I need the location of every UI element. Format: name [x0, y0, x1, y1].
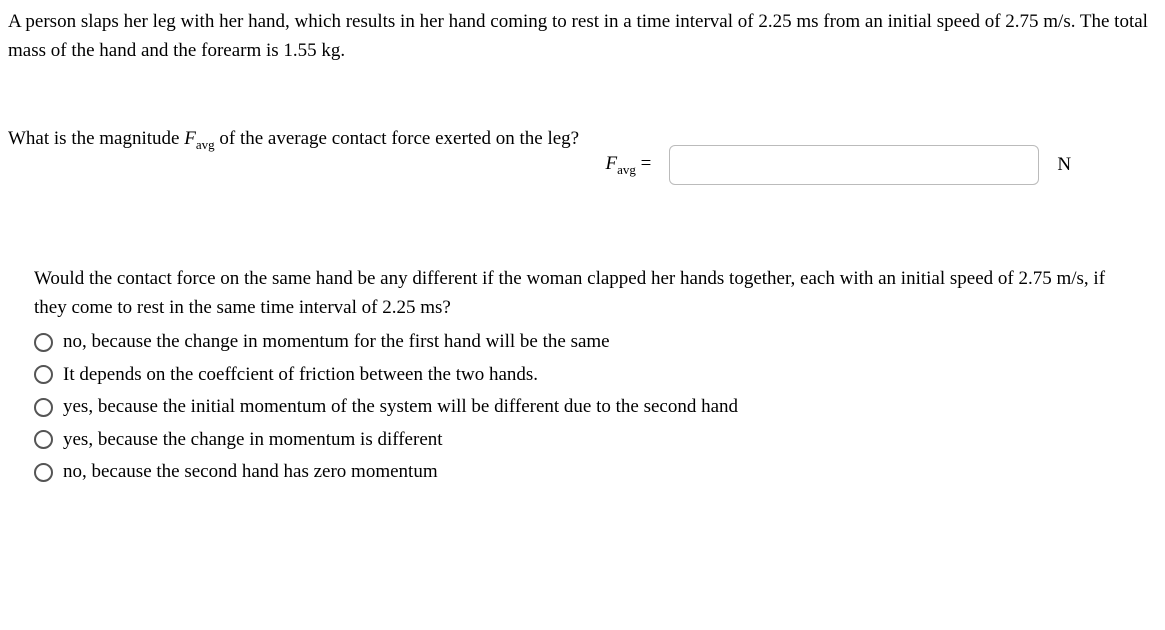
mc-block: Would the contact force on the same hand… [8, 265, 1157, 487]
mc-question: Would the contact force on the same hand… [34, 265, 1117, 322]
radio-icon [34, 398, 53, 417]
problem-statement: A person slaps her leg with her hand, wh… [8, 8, 1157, 65]
answer-area: Favg = N [605, 145, 1157, 185]
favg-input[interactable] [669, 145, 1039, 185]
mc-option-label: no, because the change in momentum for t… [63, 328, 610, 357]
radio-icon [34, 365, 53, 384]
mc-option-0[interactable]: no, because the change in momentum for t… [34, 328, 1117, 357]
favg-label: Favg = [605, 150, 651, 179]
mc-option-1[interactable]: It depends on the coeffcient of friction… [34, 361, 1117, 390]
radio-icon [34, 463, 53, 482]
mc-option-4[interactable]: no, because the second hand has zero mom… [34, 458, 1117, 487]
q1-var: Favg [184, 128, 214, 149]
question-1-block: What is the magnitude Favg of the averag… [8, 125, 1157, 185]
mc-option-label: yes, because the change in momentum is d… [63, 426, 443, 455]
favg-equals: = [636, 153, 651, 174]
mc-option-3[interactable]: yes, because the change in momentum is d… [34, 426, 1117, 455]
q1-var-main: F [184, 128, 196, 149]
question-1-text: What is the magnitude Favg of the averag… [8, 125, 583, 154]
mc-option-label: no, because the second hand has zero mom… [63, 458, 438, 487]
radio-icon [34, 333, 53, 352]
mc-option-label: yes, because the initial momentum of the… [63, 393, 738, 422]
q1-prefix: What is the magnitude [8, 128, 184, 149]
unit-label: N [1057, 151, 1071, 180]
favg-sub: avg [617, 162, 636, 177]
favg-main: F [605, 153, 617, 174]
mc-option-2[interactable]: yes, because the initial momentum of the… [34, 393, 1117, 422]
q1-suffix: of the average contact force exerted on … [215, 128, 580, 149]
q1-var-sub: avg [196, 137, 215, 152]
mc-option-label: It depends on the coeffcient of friction… [63, 361, 538, 390]
radio-icon [34, 430, 53, 449]
